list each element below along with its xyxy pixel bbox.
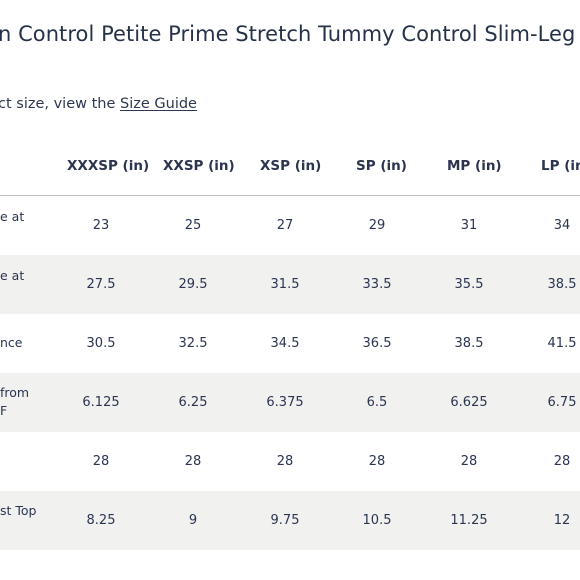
table-cell: 6.75: [547, 395, 577, 410]
table-cell: 32.5: [178, 336, 208, 351]
table-cell: 6.375: [266, 395, 304, 410]
table-cell: 30.5: [86, 336, 116, 351]
column-header-lp: LP (in): [541, 158, 580, 174]
table-row: e at 23 25 27 29 31 34: [0, 196, 580, 255]
table-cell: 6.625: [450, 395, 488, 410]
table-cell: 28: [92, 454, 110, 469]
row-label: from F: [0, 385, 30, 418]
product-title: n Control Petite Prime Stretch Tummy Con…: [0, 22, 580, 46]
row-label: nce: [0, 335, 23, 350]
table-cell: 28: [460, 454, 478, 469]
table-cell: 6.25: [178, 395, 208, 410]
row-label: e at: [0, 268, 25, 283]
table-row: e at 27.5 29.5 31.5 33.5 35.5 38.5: [0, 255, 580, 314]
table-cell: 27.5: [86, 277, 116, 292]
row-label: st Top: [0, 503, 37, 518]
table-cell: 9.75: [270, 513, 300, 528]
table-cell: 28: [553, 454, 571, 469]
size-guide-prefix: ct size, view the: [0, 96, 121, 112]
table-cell: 36.5: [362, 336, 392, 351]
table-cell: 34: [553, 218, 571, 233]
table-cell: 6.5: [366, 395, 388, 410]
table-row: st Top 8.25 9 9.75 10.5 11.25 12: [0, 491, 580, 550]
size-table-header: XXXSP (in) XXSP (in) XSP (in) SP (in) MP…: [0, 137, 580, 196]
table-row: nce 30.5 32.5 34.5 36.5 38.5 41.5: [0, 314, 580, 373]
column-header-xsp: XSP (in): [260, 158, 322, 174]
column-header-mp: MP (in): [447, 158, 502, 174]
table-cell: 25: [184, 218, 202, 233]
size-guide-line: ct size, view the Size Guide: [0, 96, 197, 112]
column-header-xxsp: XXSP (in): [163, 158, 235, 174]
column-header-xxxsp: XXXSP (in): [67, 158, 150, 174]
table-row: from F 6.125 6.25 6.375 6.5 6.625 6.75: [0, 373, 580, 432]
table-cell: 34.5: [270, 336, 300, 351]
table-cell: 23: [92, 218, 110, 233]
table-cell: 38.5: [454, 336, 484, 351]
table-cell: 41.5: [547, 336, 577, 351]
table-cell: 6.125: [82, 395, 120, 410]
size-guide-link[interactable]: Size Guide: [120, 96, 197, 112]
table-cell: 28: [184, 454, 202, 469]
table-cell: 28: [276, 454, 294, 469]
row-label: e at: [0, 209, 25, 224]
table-cell: 33.5: [362, 277, 392, 292]
table-cell: 29.5: [178, 277, 208, 292]
table-cell: 8.25: [86, 513, 116, 528]
table-cell: 27: [276, 218, 294, 233]
table-cell: 31: [460, 218, 478, 233]
table-cell: 38.5: [547, 277, 577, 292]
column-header-sp: SP (in): [356, 158, 407, 174]
table-cell: 35.5: [454, 277, 484, 292]
size-table: XXXSP (in) XXSP (in) XSP (in) SP (in) MP…: [0, 137, 580, 550]
table-cell: 28: [368, 454, 386, 469]
table-cell: 11.25: [450, 513, 488, 528]
table-cell: 10.5: [362, 513, 392, 528]
table-cell: 29: [368, 218, 386, 233]
table-cell: 9: [188, 513, 198, 528]
table-row: 28 28 28 28 28 28: [0, 432, 580, 491]
table-cell: 31.5: [270, 277, 300, 292]
table-cell: 12: [553, 513, 571, 528]
